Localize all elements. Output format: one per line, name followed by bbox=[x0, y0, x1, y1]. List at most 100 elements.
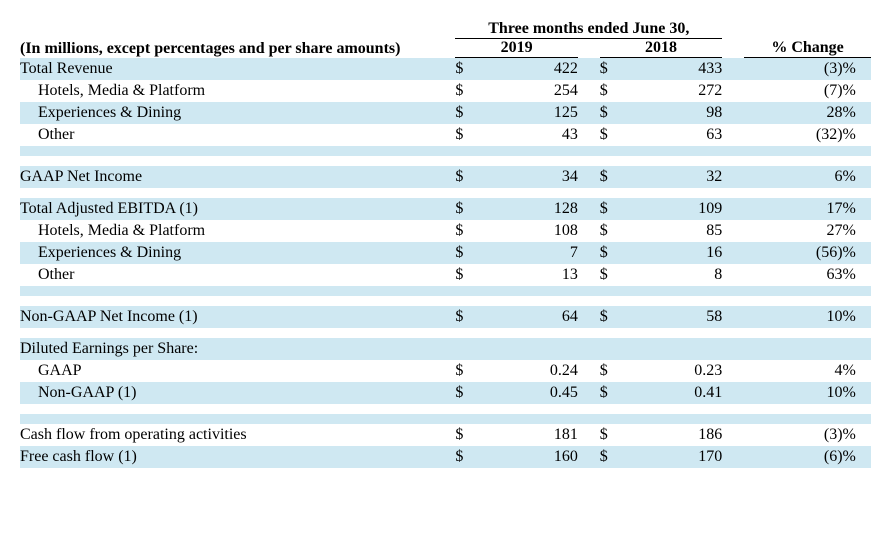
value-2019: 125 bbox=[479, 102, 577, 124]
row-label: Experiences & Dining bbox=[20, 242, 455, 264]
percent-suffix: % bbox=[843, 360, 871, 382]
table-row: Cash flow from operating activities$181$… bbox=[20, 424, 871, 446]
value-2019: 64 bbox=[479, 306, 577, 328]
value-2018: 109 bbox=[624, 198, 722, 220]
table-row: Non-GAAP (1)$0.45$0.4110% bbox=[20, 382, 871, 404]
spacer-row bbox=[20, 404, 871, 414]
currency-symbol: $ bbox=[600, 124, 624, 146]
percent-suffix: % bbox=[843, 424, 871, 446]
percent-suffix: % bbox=[843, 446, 871, 468]
table-row: GAAP Net Income$34$326% bbox=[20, 166, 871, 188]
percent-change: 10 bbox=[744, 306, 842, 328]
percent-change: 27 bbox=[744, 220, 842, 242]
table-row: Total Revenue$422$433(3)% bbox=[20, 58, 871, 81]
percent-change: (6) bbox=[744, 446, 842, 468]
percent-suffix: % bbox=[843, 220, 871, 242]
percent-change: (7) bbox=[744, 80, 842, 102]
currency-symbol: $ bbox=[455, 80, 479, 102]
table-row: Other$43$63(32)% bbox=[20, 124, 871, 146]
value-2019: 160 bbox=[479, 446, 577, 468]
table-row: Experiences & Dining$7$16(56)% bbox=[20, 242, 871, 264]
percent-change: (56) bbox=[744, 242, 842, 264]
row-label: Diluted Earnings per Share: bbox=[20, 338, 455, 360]
value-2018: 186 bbox=[624, 424, 722, 446]
value-2019: 43 bbox=[479, 124, 577, 146]
currency-symbol: $ bbox=[455, 264, 479, 286]
currency-symbol: $ bbox=[600, 264, 624, 286]
value-2019: 422 bbox=[479, 58, 577, 81]
spacer-row bbox=[20, 156, 871, 166]
percent-change: 4 bbox=[744, 360, 842, 382]
value-2018: 85 bbox=[624, 220, 722, 242]
row-label: Total Adjusted EBITDA (1) bbox=[20, 198, 455, 220]
currency-symbol: $ bbox=[455, 220, 479, 242]
percent-suffix: % bbox=[843, 80, 871, 102]
percent-suffix: % bbox=[843, 102, 871, 124]
col-header-change: % Change bbox=[744, 39, 871, 58]
table-body: Total Revenue$422$433(3)% Hotels, Media &… bbox=[20, 58, 871, 469]
row-label: Non-GAAP (1) bbox=[20, 382, 455, 404]
table-row: Hotels, Media & Platform$254$272(7)% bbox=[20, 80, 871, 102]
table-row: Other$13$863% bbox=[20, 264, 871, 286]
currency-symbol: $ bbox=[600, 382, 624, 404]
currency-symbol: $ bbox=[600, 102, 624, 124]
currency-symbol: $ bbox=[455, 446, 479, 468]
currency-symbol: $ bbox=[600, 198, 624, 220]
table-row: GAAP$0.24$0.234% bbox=[20, 360, 871, 382]
currency-symbol: $ bbox=[600, 220, 624, 242]
currency-symbol: $ bbox=[455, 58, 479, 81]
currency-symbol: $ bbox=[455, 166, 479, 188]
spacer-row bbox=[20, 286, 871, 296]
table-row: Non-GAAP Net Income (1)$64$5810% bbox=[20, 306, 871, 328]
value-2018 bbox=[624, 338, 722, 360]
value-2019 bbox=[479, 338, 577, 360]
table-row: Experiences & Dining$125$9828% bbox=[20, 102, 871, 124]
value-2018: 16 bbox=[624, 242, 722, 264]
spacer-row bbox=[20, 296, 871, 306]
table-row: Hotels, Media & Platform$108$8527% bbox=[20, 220, 871, 242]
percent-suffix: % bbox=[843, 242, 871, 264]
row-label: Experiences & Dining bbox=[20, 102, 455, 124]
spacer-row bbox=[20, 188, 871, 198]
currency-symbol: $ bbox=[455, 424, 479, 446]
percent-suffix: % bbox=[843, 58, 871, 81]
percent-change: (3) bbox=[744, 58, 842, 81]
currency-symbol: $ bbox=[600, 446, 624, 468]
spacer-row bbox=[20, 328, 871, 338]
percent-suffix: % bbox=[843, 382, 871, 404]
row-label: Cash flow from operating activities bbox=[20, 424, 455, 446]
percent-change: (3) bbox=[744, 424, 842, 446]
row-label: Non-GAAP Net Income (1) bbox=[20, 306, 455, 328]
currency-symbol bbox=[455, 338, 479, 360]
table-meta: (In millions, except percentages and per… bbox=[20, 39, 455, 58]
currency-symbol: $ bbox=[600, 306, 624, 328]
currency-symbol bbox=[600, 338, 624, 360]
currency-symbol: $ bbox=[600, 166, 624, 188]
percent-change: 6 bbox=[744, 166, 842, 188]
table-row: Free cash flow (1)$160$170(6)% bbox=[20, 446, 871, 468]
value-2018: 0.23 bbox=[624, 360, 722, 382]
value-2019: 0.24 bbox=[479, 360, 577, 382]
row-label: Other bbox=[20, 264, 455, 286]
percent-suffix: % bbox=[843, 306, 871, 328]
value-2018: 272 bbox=[624, 80, 722, 102]
percent-change: 10 bbox=[744, 382, 842, 404]
percent-suffix: % bbox=[843, 264, 871, 286]
value-2018: 170 bbox=[624, 446, 722, 468]
value-2019: 34 bbox=[479, 166, 577, 188]
currency-symbol: $ bbox=[455, 242, 479, 264]
spacer-row bbox=[20, 414, 871, 424]
value-2019: 7 bbox=[479, 242, 577, 264]
row-label: Hotels, Media & Platform bbox=[20, 220, 455, 242]
spacer-row bbox=[20, 146, 871, 156]
currency-symbol: $ bbox=[455, 360, 479, 382]
table-row: Total Adjusted EBITDA (1)$128$10917% bbox=[20, 198, 871, 220]
table-row: Diluted Earnings per Share: bbox=[20, 338, 871, 360]
currency-symbol: $ bbox=[455, 124, 479, 146]
value-2019: 108 bbox=[479, 220, 577, 242]
currency-symbol: $ bbox=[600, 424, 624, 446]
value-2019: 13 bbox=[479, 264, 577, 286]
value-2019: 181 bbox=[479, 424, 577, 446]
percent-change bbox=[744, 338, 842, 360]
value-2018: 63 bbox=[624, 124, 722, 146]
